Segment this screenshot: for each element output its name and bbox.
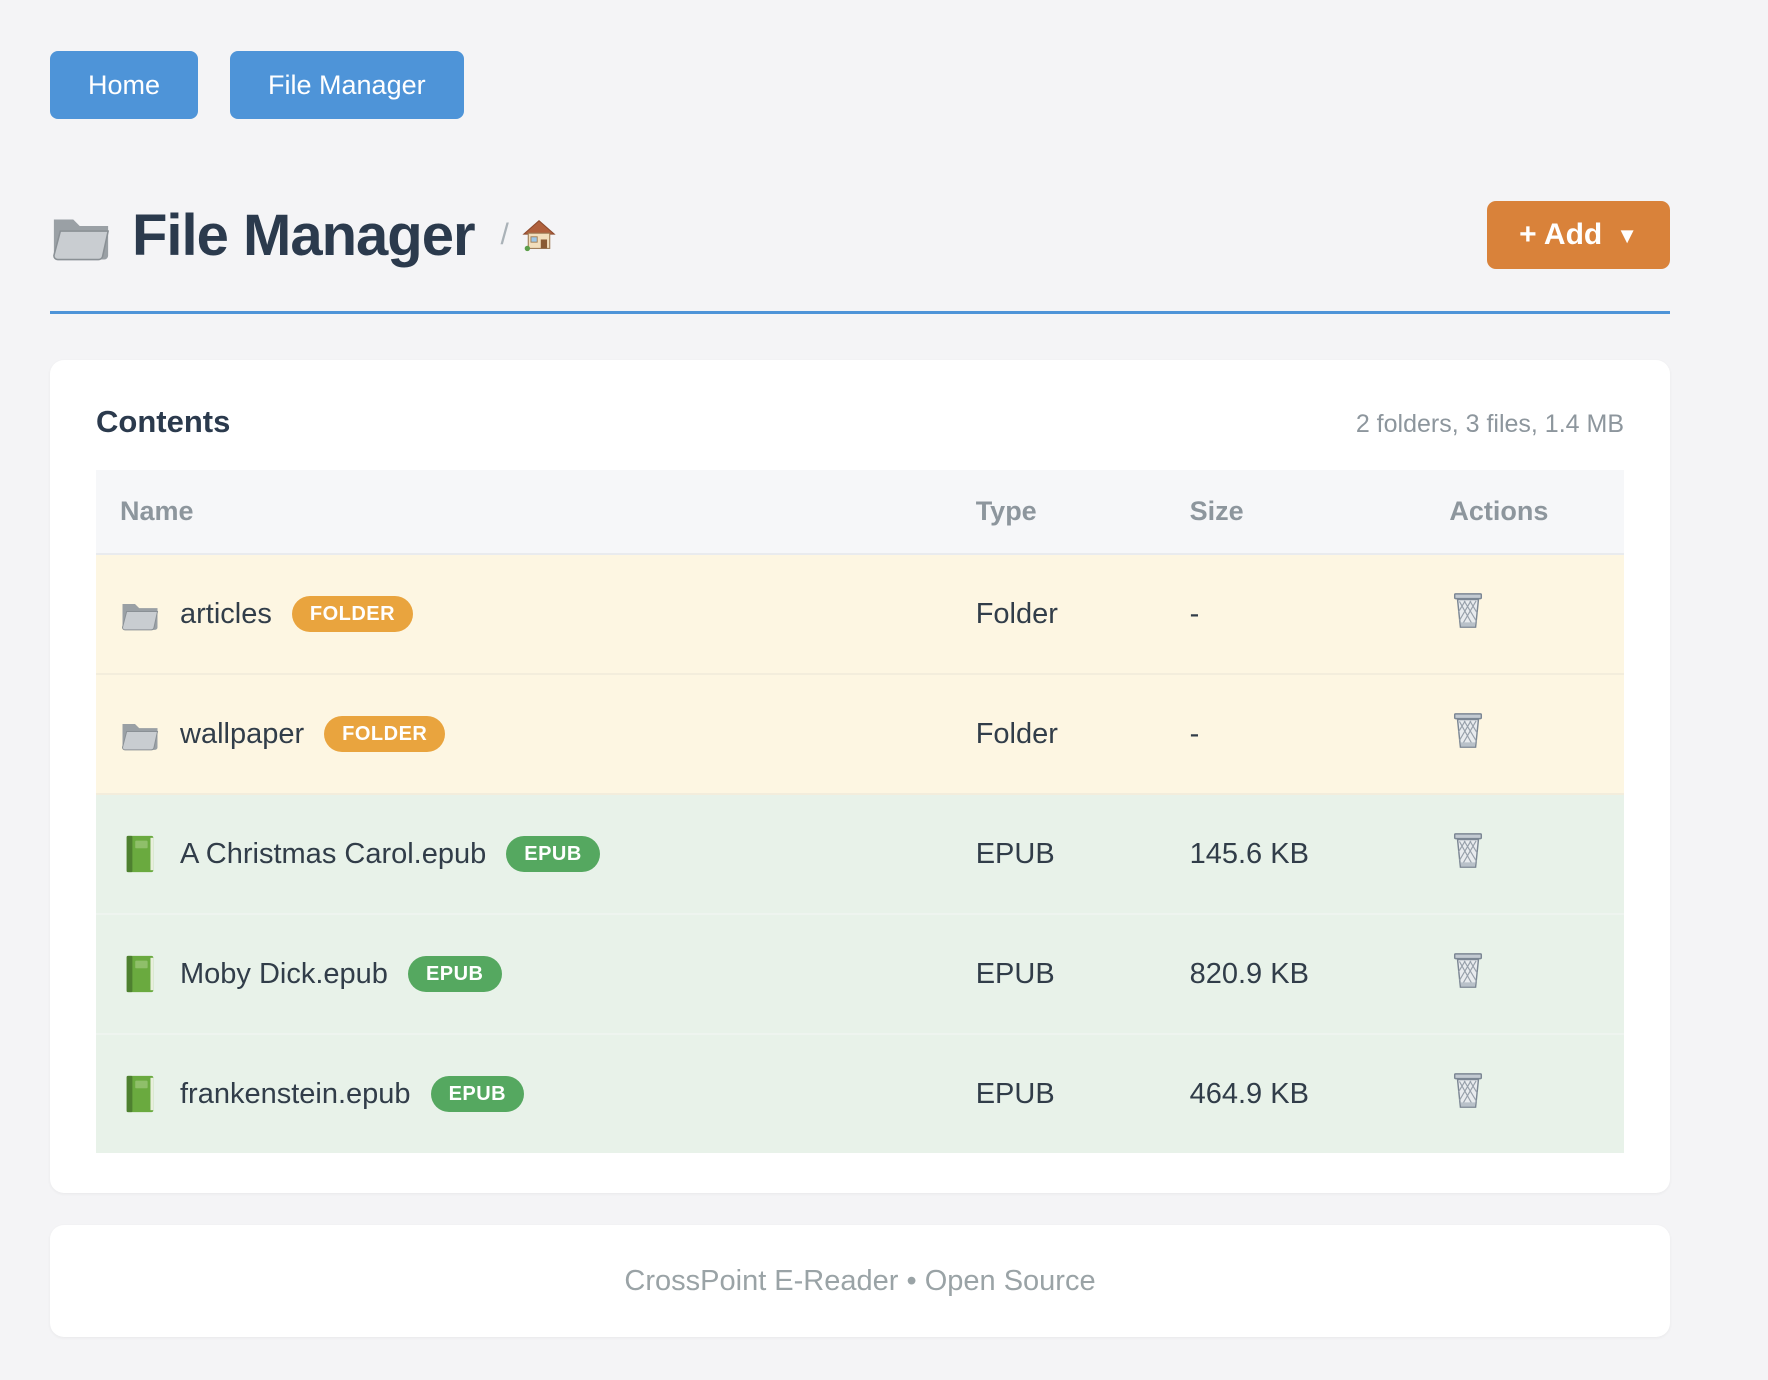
contents-heading: Contents xyxy=(96,404,231,440)
breadcrumb: / xyxy=(501,218,557,252)
add-button-label: + Add xyxy=(1519,218,1603,252)
table-row[interactable]: frankenstein.epub EPUB EPUB 464.9 KB xyxy=(96,1034,1624,1154)
column-header-type: Type xyxy=(951,470,1166,556)
footer: CrossPoint E-Reader • Open Source xyxy=(50,1225,1670,1338)
delete-button[interactable] xyxy=(1449,589,1487,631)
folder-icon xyxy=(121,604,159,631)
caret-down-icon: ▼ xyxy=(1616,223,1638,249)
table-row[interactable]: A Christmas Carol.epub EPUB EPUB 145.6 K… xyxy=(96,794,1624,916)
table-row[interactable]: articles FOLDER Folder - xyxy=(96,554,1624,676)
delete-button[interactable] xyxy=(1449,949,1487,991)
delete-button[interactable] xyxy=(1449,709,1487,751)
column-header-size: Size xyxy=(1165,470,1426,556)
file-name[interactable]: frankenstein.epub xyxy=(180,1077,411,1110)
column-header-actions: Actions xyxy=(1425,470,1624,556)
type-cell: EPUB xyxy=(951,914,1166,1036)
table-body: articles FOLDER Folder - xyxy=(96,554,1624,1154)
book-icon xyxy=(126,1076,154,1113)
trash-icon xyxy=(1454,1073,1483,1109)
file-table: Name Type Size Actions xyxy=(96,470,1624,1154)
contents-card: Contents 2 folders, 3 files, 1.4 MB Name… xyxy=(50,360,1670,1194)
book-icon xyxy=(126,836,154,873)
file-name[interactable]: articles xyxy=(180,597,272,630)
trash-icon xyxy=(1454,833,1483,869)
contents-summary: 2 folders, 3 files, 1.4 MB xyxy=(1355,410,1624,439)
file-badge: EPUB xyxy=(407,956,502,993)
breadcrumb-home-link[interactable] xyxy=(521,218,557,252)
home-icon xyxy=(522,220,556,252)
trash-icon xyxy=(1454,593,1483,629)
file-badge: EPUB xyxy=(430,1076,525,1113)
file-name[interactable]: wallpaper xyxy=(180,717,305,750)
size-cell: - xyxy=(1165,674,1426,796)
file-manager-button[interactable]: File Manager xyxy=(230,51,464,120)
file-name[interactable]: Moby Dick.epub xyxy=(180,957,388,990)
top-nav: Home File Manager xyxy=(50,51,1670,120)
table-header-row: Name Type Size Actions xyxy=(96,470,1624,556)
folder-icon xyxy=(53,219,110,261)
delete-button[interactable] xyxy=(1449,829,1487,871)
column-header-name: Name xyxy=(96,470,952,556)
add-button[interactable]: + Add ▼ xyxy=(1487,201,1670,270)
size-cell: - xyxy=(1165,554,1426,676)
file-badge: FOLDER xyxy=(291,596,414,633)
delete-button[interactable] xyxy=(1449,1069,1487,1111)
header-divider xyxy=(50,311,1670,315)
home-button[interactable]: Home xyxy=(50,51,199,120)
page-title: File Manager xyxy=(132,202,476,268)
file-badge: FOLDER xyxy=(324,716,446,753)
size-cell: 820.9 KB xyxy=(1165,914,1426,1036)
file-name[interactable]: A Christmas Carol.epub xyxy=(180,837,487,870)
book-icon xyxy=(126,956,154,993)
footer-text: CrossPoint E-Reader • Open Source xyxy=(624,1264,1096,1297)
trash-icon xyxy=(1454,953,1483,989)
breadcrumb-separator: / xyxy=(500,218,509,252)
file-badge: EPUB xyxy=(506,836,600,873)
type-cell: EPUB xyxy=(951,794,1166,916)
size-cell: 464.9 KB xyxy=(1165,1034,1426,1154)
size-cell: 145.6 KB xyxy=(1165,794,1426,916)
type-cell: Folder xyxy=(951,674,1166,796)
table-row[interactable]: wallpaper FOLDER Folder - xyxy=(96,674,1624,796)
folder-icon xyxy=(121,724,159,751)
page-header: File Manager / + Add ▼ xyxy=(50,201,1670,270)
trash-icon xyxy=(1454,713,1483,749)
type-cell: Folder xyxy=(951,554,1166,676)
type-cell: EPUB xyxy=(951,1034,1166,1154)
table-row[interactable]: Moby Dick.epub EPUB EPUB 820.9 KB xyxy=(96,914,1624,1036)
